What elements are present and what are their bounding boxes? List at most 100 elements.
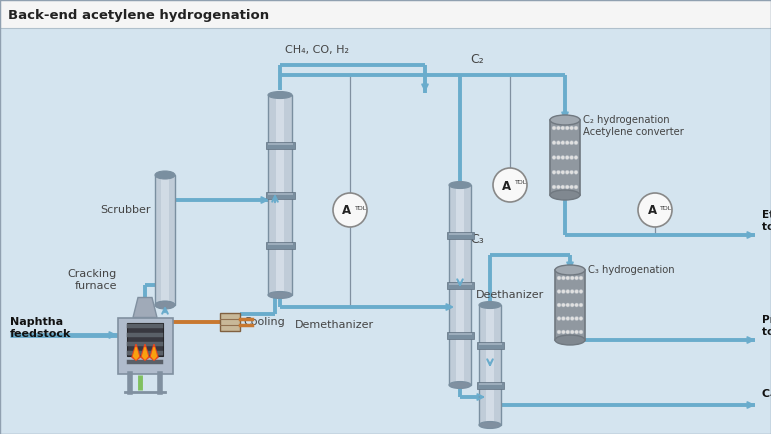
- Circle shape: [561, 289, 565, 293]
- Bar: [268, 193, 292, 195]
- Circle shape: [565, 170, 569, 174]
- Bar: [449, 283, 472, 285]
- Circle shape: [557, 316, 561, 320]
- Circle shape: [574, 276, 578, 280]
- Text: Back-end acetylene hydrogenation: Back-end acetylene hydrogenation: [8, 10, 269, 23]
- Circle shape: [570, 141, 574, 145]
- Circle shape: [565, 185, 569, 189]
- Bar: [446, 282, 473, 289]
- Bar: [265, 241, 295, 249]
- Bar: [268, 95, 292, 295]
- Circle shape: [561, 141, 565, 145]
- Ellipse shape: [550, 115, 580, 125]
- Circle shape: [574, 303, 578, 307]
- Circle shape: [579, 276, 583, 280]
- Circle shape: [574, 185, 578, 189]
- Bar: [446, 231, 473, 239]
- Bar: [449, 332, 472, 335]
- Circle shape: [561, 170, 565, 174]
- Circle shape: [570, 126, 574, 130]
- Text: Ethane / Ethylene
to C₂ splitter: Ethane / Ethylene to C₂ splitter: [762, 210, 771, 232]
- Circle shape: [579, 330, 583, 334]
- Text: C₂: C₂: [470, 53, 483, 66]
- Circle shape: [561, 330, 565, 334]
- Circle shape: [557, 289, 561, 293]
- Circle shape: [552, 155, 556, 160]
- Polygon shape: [133, 347, 139, 359]
- Circle shape: [561, 185, 565, 189]
- Text: Scrubber: Scrubber: [100, 205, 151, 215]
- Ellipse shape: [155, 301, 175, 309]
- Circle shape: [571, 330, 574, 334]
- Circle shape: [493, 168, 527, 202]
- Circle shape: [557, 276, 561, 280]
- Circle shape: [574, 170, 578, 174]
- Text: A: A: [342, 204, 352, 217]
- Polygon shape: [133, 297, 157, 318]
- Circle shape: [574, 316, 578, 320]
- Circle shape: [552, 170, 556, 174]
- Circle shape: [552, 141, 556, 145]
- Bar: [487, 305, 494, 425]
- Circle shape: [574, 289, 578, 293]
- Circle shape: [565, 155, 569, 160]
- Bar: [161, 175, 169, 305]
- Bar: [265, 191, 295, 198]
- Ellipse shape: [555, 265, 585, 275]
- Circle shape: [557, 185, 561, 189]
- Text: Cracking
furnace: Cracking furnace: [68, 269, 117, 291]
- Bar: [268, 243, 292, 245]
- Circle shape: [561, 276, 565, 280]
- Ellipse shape: [449, 181, 471, 188]
- Circle shape: [552, 185, 556, 189]
- Circle shape: [571, 276, 574, 280]
- Circle shape: [557, 126, 561, 130]
- Circle shape: [566, 316, 570, 320]
- Bar: [550, 120, 580, 195]
- Circle shape: [570, 185, 574, 189]
- Bar: [0, 0, 771, 28]
- Bar: [268, 142, 292, 145]
- Circle shape: [579, 289, 583, 293]
- Ellipse shape: [555, 335, 585, 345]
- Circle shape: [557, 303, 561, 307]
- Text: CH₄, CO, H₂: CH₄, CO, H₂: [285, 45, 349, 55]
- Bar: [479, 342, 501, 345]
- Text: TDL: TDL: [660, 206, 672, 210]
- Text: C₂ hydrogenation
Acetylene converter: C₂ hydrogenation Acetylene converter: [583, 115, 684, 138]
- Ellipse shape: [449, 381, 471, 388]
- Circle shape: [565, 126, 569, 130]
- Circle shape: [574, 330, 578, 334]
- Circle shape: [561, 303, 565, 307]
- Circle shape: [638, 193, 672, 227]
- Polygon shape: [151, 347, 157, 359]
- Bar: [476, 342, 503, 349]
- Circle shape: [574, 126, 578, 130]
- Circle shape: [579, 303, 583, 307]
- Circle shape: [552, 126, 556, 130]
- Circle shape: [557, 141, 561, 145]
- Text: A: A: [503, 180, 512, 193]
- Circle shape: [557, 330, 561, 334]
- Text: Naphtha
feedstock: Naphtha feedstock: [10, 317, 72, 339]
- Text: C₄ +: C₄ +: [762, 389, 771, 399]
- Circle shape: [566, 276, 570, 280]
- Text: Cooling: Cooling: [243, 317, 284, 327]
- Ellipse shape: [550, 190, 580, 200]
- Text: TDL: TDL: [355, 206, 367, 210]
- Bar: [276, 95, 284, 295]
- Circle shape: [570, 155, 574, 160]
- Circle shape: [566, 289, 570, 293]
- Ellipse shape: [268, 92, 292, 99]
- Bar: [155, 175, 175, 305]
- Bar: [446, 332, 473, 339]
- Text: Demethanizer: Demethanizer: [295, 320, 374, 330]
- Circle shape: [561, 316, 565, 320]
- Circle shape: [571, 303, 574, 307]
- Circle shape: [571, 316, 574, 320]
- Circle shape: [566, 330, 570, 334]
- Text: C₃ hydrogenation: C₃ hydrogenation: [588, 265, 675, 275]
- Circle shape: [561, 126, 565, 130]
- Circle shape: [570, 170, 574, 174]
- Text: Deethanizer: Deethanizer: [476, 290, 544, 300]
